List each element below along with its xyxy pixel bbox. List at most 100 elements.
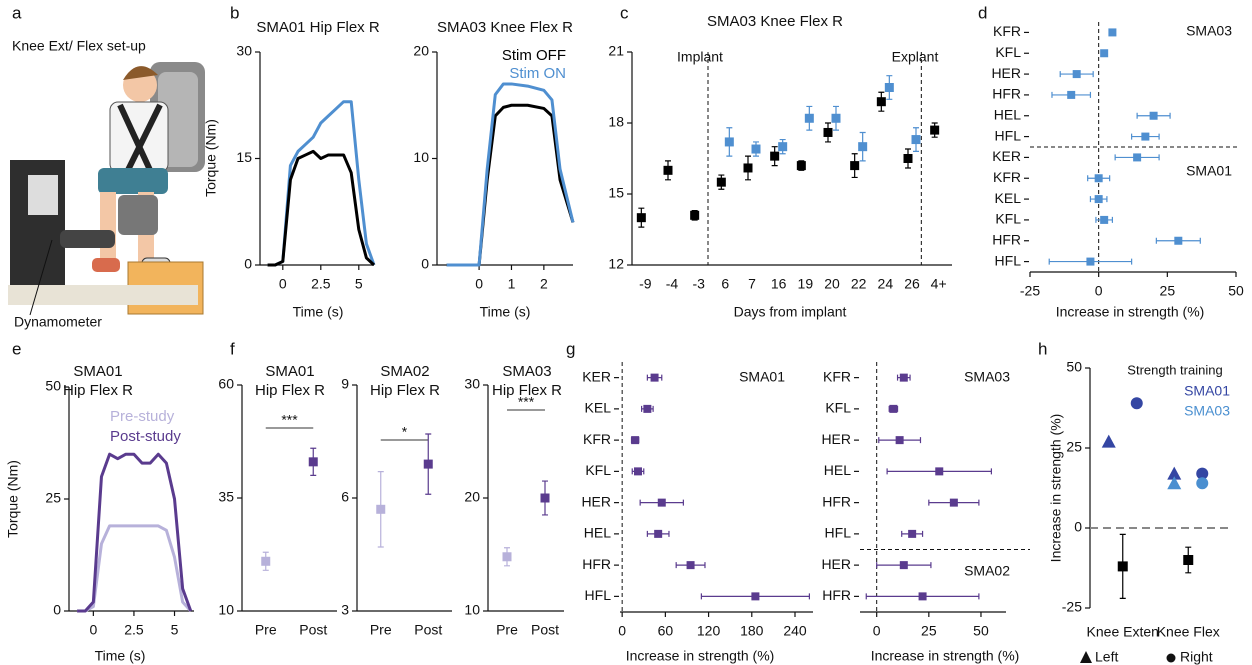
panel-label: c [620, 3, 629, 22]
y-tick-label: 3 [341, 602, 349, 618]
point [743, 163, 753, 173]
y-tick-label: KEL [585, 400, 612, 416]
y-tick-label: HEL [824, 462, 851, 478]
series-line [446, 82, 575, 267]
y-tick-label: 0 [1074, 519, 1082, 535]
point [502, 552, 512, 562]
group-label: SMA02 [964, 563, 1010, 579]
chart-title: SMA01 Hip Flex R [256, 19, 380, 36]
x-axis-label: Increase in strength (%) [626, 648, 775, 664]
point [1183, 555, 1194, 565]
group-label: SMA03 [964, 369, 1010, 385]
point [423, 459, 433, 469]
x-tick-label: 180 [740, 623, 764, 639]
x-tick-label: 0 [279, 276, 287, 292]
point [663, 165, 673, 175]
y-axis-label: Torque (Nm) [203, 119, 219, 197]
annotation: Implant [677, 49, 723, 65]
x-axis-label: Time (s) [95, 648, 146, 664]
point [1149, 111, 1158, 120]
y-tick-label: HFL [995, 252, 1022, 268]
chart-title: SMA01 [73, 363, 122, 380]
y-tick-label: 35 [218, 489, 234, 505]
point [1141, 132, 1150, 141]
x-tick-label: 22 [851, 276, 867, 292]
y-tick-label: 10 [218, 602, 234, 618]
left-marker [1101, 434, 1116, 448]
x-tick-label: 2.5 [311, 276, 331, 292]
point [540, 493, 550, 503]
x-tick-label: 120 [697, 623, 721, 639]
group-label: SMA01 [739, 369, 785, 385]
series-line [267, 149, 376, 267]
y-tick-label: 18 [608, 114, 624, 130]
y-tick-label: KFL [585, 462, 611, 478]
chart-subtitle: Hip Flex R [63, 382, 133, 399]
point [823, 127, 833, 137]
y-tick-label: KFL [825, 400, 851, 416]
y-tick-label: 6 [341, 489, 349, 505]
point [1094, 195, 1103, 204]
series-line [77, 452, 193, 613]
panel-label: g [566, 339, 575, 358]
y-tick-label: HFL [825, 525, 852, 541]
x-tick-label: 50 [1228, 283, 1244, 299]
legend-label: Stim ON [509, 65, 566, 82]
y-tick-label: HEL [584, 525, 611, 541]
point [884, 83, 894, 92]
point [1067, 90, 1076, 99]
chart-subtitle: Hip Flex R [255, 382, 325, 399]
x-axis-label: Increase in strength (%) [871, 648, 1020, 664]
y-tick-label: HFR [822, 587, 851, 603]
x-tick-label: Knee Exten [1087, 624, 1159, 640]
x-tick-label: 50 [973, 623, 989, 639]
point [804, 113, 814, 123]
point [1174, 236, 1183, 245]
x-tick-label: Pre [255, 622, 277, 638]
setup-title: Knee Ext/ Flex set-up [12, 38, 146, 54]
chart-title: SMA02 [380, 363, 429, 380]
y-tick-label: KFR [823, 368, 851, 384]
point [903, 154, 913, 163]
point [631, 436, 640, 445]
right-marker [1196, 477, 1209, 490]
y-tick-label: 0 [244, 256, 252, 272]
y-tick-label: 15 [236, 149, 252, 165]
y-tick-label: HFR [992, 231, 1021, 247]
point [690, 210, 700, 220]
y-tick-label: 25 [1066, 439, 1082, 455]
y-tick-label: 50 [1066, 359, 1082, 375]
y-tick-label: HFL [585, 587, 612, 603]
panel-label: f [230, 339, 235, 358]
x-tick-label: Post [531, 622, 559, 638]
x-tick-label: 1 [508, 276, 516, 292]
legend-label: SMA01 [1184, 383, 1230, 399]
group-label: SMA03 [1186, 23, 1232, 39]
chart-subtitle: Hip Flex R [370, 382, 440, 399]
x-tick-label: 25 [1160, 283, 1176, 299]
y-tick-label: 50 [45, 378, 61, 394]
x-tick-label: -3 [692, 276, 705, 292]
right-marker [1130, 397, 1143, 410]
point [261, 556, 271, 566]
y-tick-label: HFR [992, 86, 1021, 102]
x-axis-label: Time (s) [293, 304, 344, 320]
y-tick-label: 30 [464, 376, 480, 392]
x-tick-label: 26 [904, 276, 920, 292]
point [634, 467, 643, 476]
legend-label: Stim OFF [502, 47, 566, 64]
x-tick-label: 5 [355, 276, 363, 292]
panel-a: a Knee Ext/ Flex set-up Dynamometer [8, 3, 205, 330]
x-tick-label: Post [299, 622, 327, 638]
panel-label: h [1038, 339, 1047, 358]
significance-label: *** [518, 394, 535, 410]
point [889, 404, 898, 413]
y-tick-label: 12 [608, 256, 624, 272]
significance-label: *** [281, 412, 298, 428]
legend-title: Strength training [1127, 362, 1222, 377]
point [657, 498, 666, 507]
y-tick-label: 30 [236, 43, 252, 59]
point [876, 97, 886, 107]
y-tick-label: KFR [993, 23, 1021, 39]
x-axis-label: Time (s) [480, 304, 531, 320]
